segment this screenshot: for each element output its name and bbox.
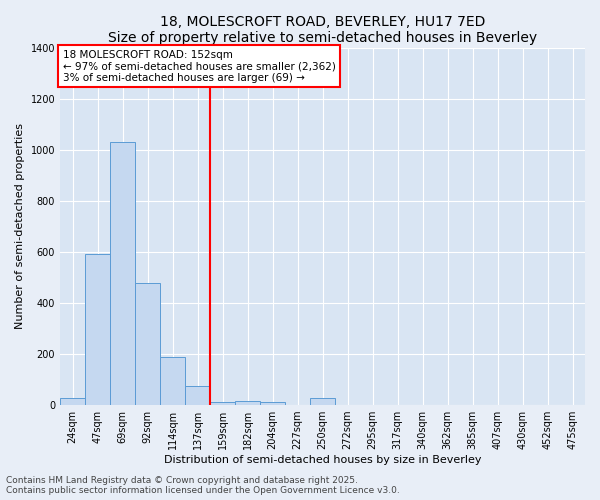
Bar	[110, 142, 135, 405]
Bar	[185, 386, 210, 405]
Text: 18 MOLESCROFT ROAD: 152sqm
← 97% of semi-detached houses are smaller (2,362)
3% : 18 MOLESCROFT ROAD: 152sqm ← 97% of semi…	[62, 50, 335, 82]
X-axis label: Distribution of semi-detached houses by size in Beverley: Distribution of semi-detached houses by …	[164, 455, 481, 465]
Bar	[135, 282, 160, 405]
Bar	[310, 398, 335, 405]
Bar	[260, 402, 285, 405]
Bar	[60, 398, 85, 405]
Bar	[235, 402, 260, 405]
Bar	[160, 356, 185, 405]
Text: Contains HM Land Registry data © Crown copyright and database right 2025.
Contai: Contains HM Land Registry data © Crown c…	[6, 476, 400, 495]
Y-axis label: Number of semi-detached properties: Number of semi-detached properties	[15, 124, 25, 330]
Bar	[210, 402, 235, 405]
Title: 18, MOLESCROFT ROAD, BEVERLEY, HU17 7ED
Size of property relative to semi-detach: 18, MOLESCROFT ROAD, BEVERLEY, HU17 7ED …	[108, 15, 537, 45]
Bar	[85, 254, 110, 405]
